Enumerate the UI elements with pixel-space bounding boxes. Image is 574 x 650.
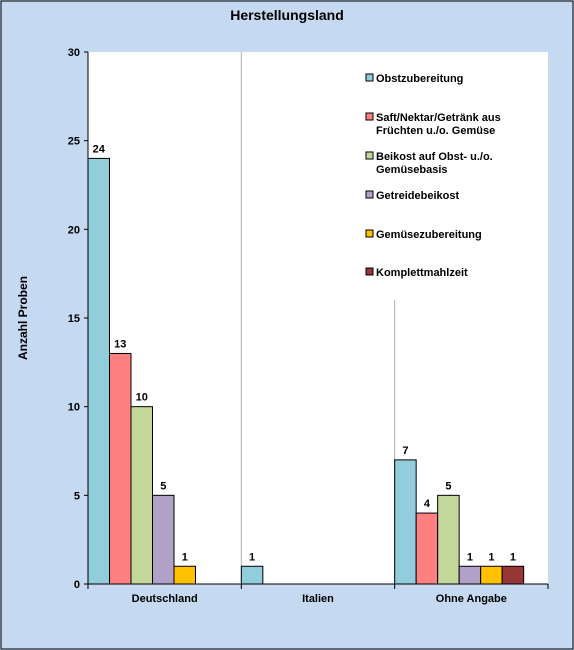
y-tick-label: 15 [68, 313, 80, 325]
legend-label: Saft/Nektar/Getränk aus [376, 112, 501, 124]
legend-label: Komplettmahlzeit [376, 267, 468, 279]
x-tick-label: Deutschland [132, 593, 198, 605]
y-tick-label: 25 [68, 136, 80, 148]
bar [458, 565, 482, 585]
bar [109, 352, 132, 585]
data-label: 5 [160, 480, 166, 492]
chart-title: Herstellungsland [230, 7, 344, 23]
data-label: 1 [467, 551, 473, 563]
bar [480, 565, 503, 585]
bar [394, 459, 417, 585]
bar [437, 494, 460, 585]
legend-label: Getreidebeikost [376, 190, 459, 202]
data-label: 1 [488, 551, 494, 563]
legend-label: Gemüsebasis [376, 164, 448, 176]
legend-label: Gemüsezubereitung [376, 229, 482, 241]
bar [415, 512, 439, 585]
legend-swatch [365, 190, 374, 199]
bar [173, 565, 196, 585]
y-tick-label: 5 [74, 490, 80, 502]
bar [152, 494, 175, 585]
data-label: 5 [445, 480, 451, 492]
y-axis-label: Anzahl Proben [16, 276, 30, 360]
legend-label: Früchten u./o. Gemüse [376, 125, 495, 137]
legend-swatch [365, 112, 374, 121]
bar [501, 565, 525, 585]
legend-swatch [365, 229, 374, 238]
legend-swatch [365, 73, 374, 82]
bar [130, 406, 153, 585]
legend-swatch [365, 151, 374, 160]
legend-swatch [365, 267, 374, 276]
y-tick-label: 0 [74, 579, 80, 591]
data-label: 13 [114, 338, 126, 350]
y-tick-label: 10 [68, 402, 80, 414]
legend-label: Obstzubereitung [376, 73, 463, 85]
data-label: 4 [424, 498, 431, 510]
y-tick-label: 30 [68, 47, 80, 59]
data-label: 7 [402, 445, 408, 457]
y-tick-label: 20 [68, 224, 80, 236]
x-tick-label: Italien [302, 593, 334, 605]
data-label: 1 [249, 551, 255, 563]
bar [87, 157, 110, 585]
data-label: 1 [510, 551, 516, 563]
bar [240, 565, 264, 585]
data-label: 24 [93, 143, 106, 155]
data-label: 1 [182, 551, 188, 563]
data-label: 10 [136, 392, 148, 404]
x-tick-label: Ohne Angabe [436, 593, 507, 605]
legend-label: Beikost auf Obst- u./o. [376, 151, 493, 163]
